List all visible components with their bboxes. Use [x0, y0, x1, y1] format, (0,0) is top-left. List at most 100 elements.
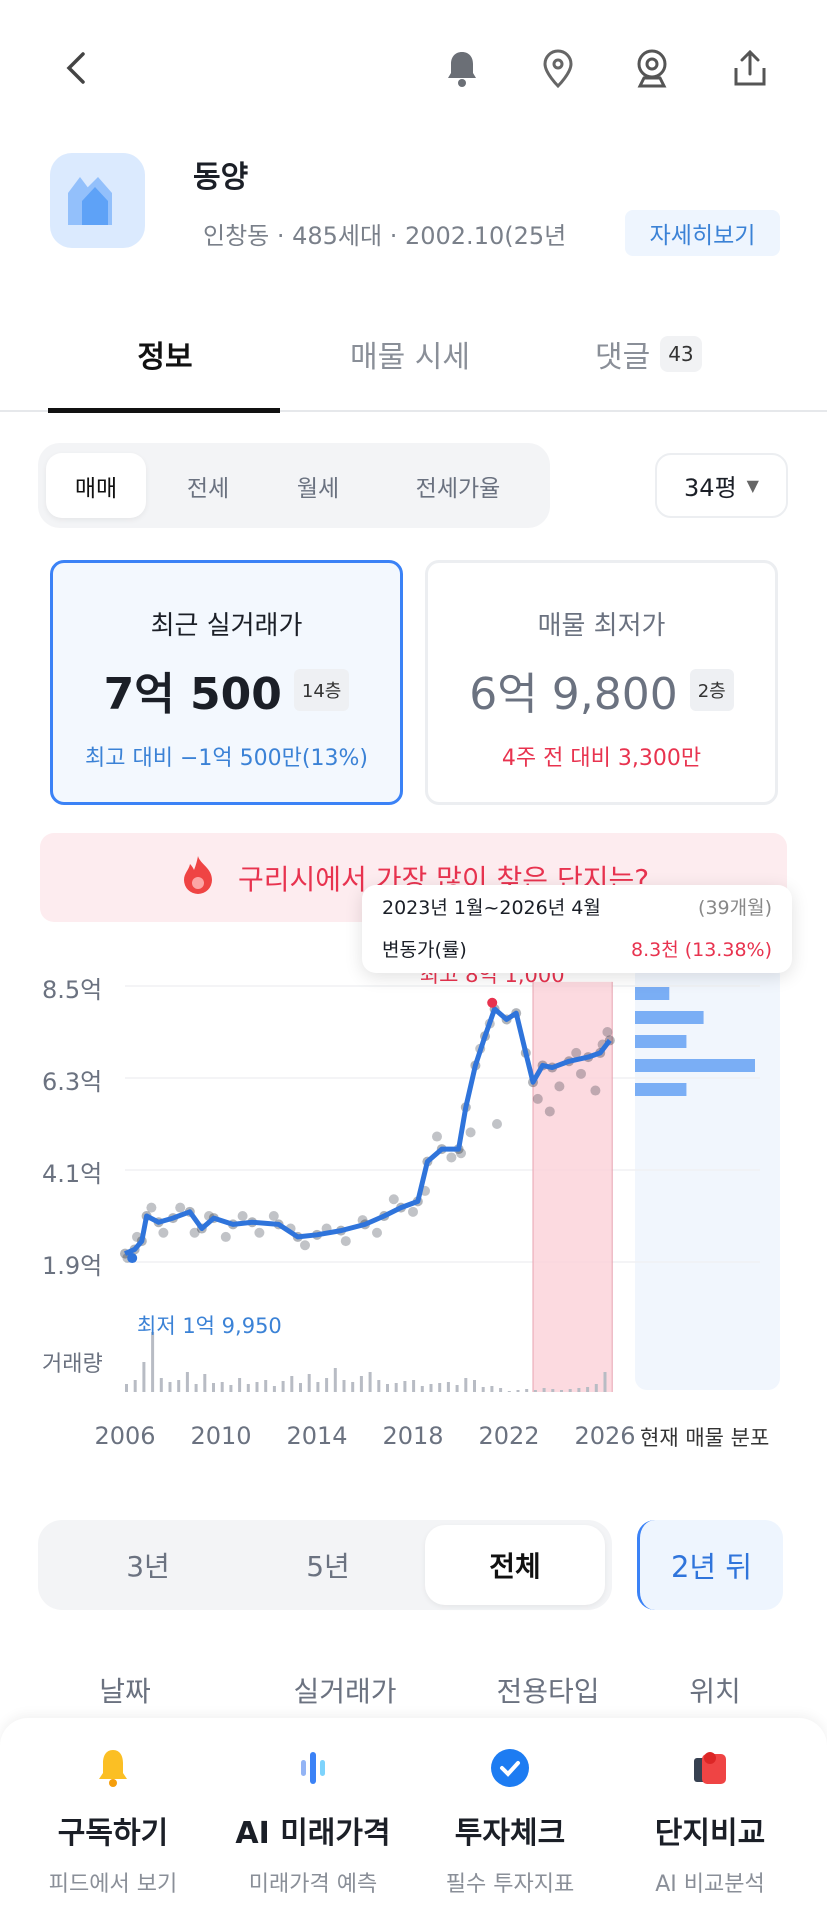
volume-bar [264, 1380, 268, 1392]
y-tick-label: 6.3억 [42, 1068, 103, 1096]
trade-type-sale[interactable]: 매매 [46, 453, 146, 518]
x-tick-label: 2014 [286, 1422, 348, 1450]
column-type[interactable]: 전용타입 [496, 1675, 600, 1708]
volume-bar [194, 1384, 198, 1392]
trade-point [602, 1027, 613, 1037]
period-segment: 3년 5년 전체 [38, 1520, 612, 1610]
share-icon[interactable] [728, 46, 772, 90]
tab-listing-price[interactable]: 매물 시세 [350, 340, 470, 375]
compare-sub: AI 비교분석 [655, 1872, 765, 1897]
volume-bar [603, 1372, 607, 1392]
tab-comments[interactable]: 댓글 43 [595, 332, 745, 376]
trade-type-jeonse-ratio[interactable]: 전세가율 [415, 475, 501, 502]
trade-type-segment: 매매 전세 월세 전세가율 [38, 443, 550, 528]
y-tick-label: 8.5억 [42, 976, 103, 1004]
size-dropdown[interactable]: 34평 ▼ [655, 453, 788, 518]
location-pin-icon[interactable] [536, 46, 580, 90]
complex-logo [50, 153, 145, 248]
distribution-bar [635, 1011, 704, 1024]
tab-info[interactable]: 정보 [137, 340, 193, 375]
volume-bar [159, 1378, 163, 1392]
period-3y[interactable]: 3년 [126, 1550, 170, 1583]
trade-point [492, 1119, 502, 1129]
bell-icon [13, 1746, 213, 1790]
distribution-bar [635, 987, 670, 1000]
volume-bar [490, 1386, 494, 1392]
tab-divider [0, 410, 827, 412]
webcam-icon[interactable] [630, 46, 674, 90]
volume-bar [342, 1380, 346, 1392]
volume-bar [551, 1389, 555, 1392]
back-icon[interactable] [55, 46, 99, 90]
trade-type-jeonse[interactable]: 전세 [186, 475, 230, 502]
lowest-listing-compare: 4주 전 대비 3,300만 [501, 746, 702, 771]
volume-bar [220, 1382, 224, 1392]
ai-future-title: AI 미래가격 [235, 1816, 391, 1851]
tooltip-range: 2023년 1월~2026년 4월 [382, 896, 601, 919]
column-price[interactable]: 실거래가 [293, 1675, 397, 1708]
volume-bar [185, 1372, 189, 1392]
bell-icon[interactable] [440, 46, 484, 90]
highlight-range [533, 981, 613, 1392]
volume-bar [568, 1389, 572, 1392]
bottom-action-bar: 구독하기 피드에서 보기 AI 미래가격 미래가격 예측 투자체크 필수 투자지표 단… [0, 1718, 827, 1924]
complex-compare-button[interactable]: 단지비교 AI 비교분석 [610, 1746, 810, 1898]
x-tick-label: 2006 [94, 1422, 156, 1450]
recent-price-card[interactable]: 최근 실거래가 7억 500 14층 최고 대비 −1억 500만(13%) [50, 560, 403, 805]
distribution-panel [635, 963, 780, 1390]
volume-bar [325, 1378, 329, 1392]
trade-point [300, 1240, 310, 1251]
distribution-bar [635, 1035, 687, 1048]
trade-point [268, 1211, 279, 1221]
lowest-listing-card[interactable]: 매물 최저가 6억 9,800 2층 4주 전 대비 3,300만 [425, 560, 778, 805]
volume-bar [316, 1382, 320, 1392]
compare-icon [610, 1746, 810, 1790]
volume-bar [359, 1376, 363, 1392]
trade-type-monthly[interactable]: 월세 [296, 475, 340, 502]
subscribe-button[interactable]: 구독하기 피드에서 보기 [13, 1746, 213, 1898]
max-point [487, 997, 498, 1008]
volume-bar [481, 1387, 485, 1392]
y-tick-label: 1.9억 [42, 1252, 103, 1280]
price-chart[interactable] [0, 940, 827, 1410]
compare-title: 단지비교 [654, 1816, 766, 1851]
distribution-label: 현재 매물 분포 [640, 1426, 770, 1450]
distribution-bar [635, 1083, 687, 1096]
volume-bar [516, 1390, 520, 1392]
investment-check-title: 투자체크 [454, 1816, 566, 1851]
trade-point [189, 1227, 200, 1238]
ai-future-price-button[interactable]: AI 미래가격 미래가격 예측 [213, 1746, 413, 1898]
volume-bar [255, 1382, 259, 1392]
period-all[interactable]: 전체 [425, 1525, 605, 1605]
details-button[interactable]: 자세히보기 [625, 210, 780, 256]
range-tooltip: 2023년 1월~2026년 4월 (39개월) 변동가(률) 8.3천 (13.3… [362, 885, 792, 973]
lowest-listing-label: 매물 최저가 [537, 611, 666, 641]
period-5y[interactable]: 5년 [306, 1550, 350, 1583]
column-date[interactable]: 날짜 [99, 1675, 151, 1708]
volume-bar [333, 1368, 337, 1392]
tooltip-change-label: 변동가(률) [382, 938, 467, 961]
volume-bar [533, 1390, 537, 1392]
column-location[interactable]: 위치 [689, 1675, 741, 1708]
volume-bar [577, 1388, 581, 1392]
volume-bar [351, 1382, 355, 1392]
volume-bar [412, 1380, 416, 1392]
volume-bar [386, 1384, 389, 1392]
volume-bar [377, 1380, 381, 1392]
recent-floor-badge: 14층 [293, 669, 350, 711]
volume-bar [594, 1384, 598, 1392]
investment-check-button[interactable]: 투자체크 필수 투자지표 [410, 1746, 610, 1898]
fire-icon [180, 854, 216, 901]
trade-point [237, 1211, 248, 1221]
volume-bar [464, 1378, 468, 1392]
volume-bar [446, 1382, 450, 1392]
volume-bar [299, 1383, 302, 1392]
subscribe-sub: 피드에서 보기 [48, 1872, 178, 1897]
size-value: 34평 [684, 474, 737, 502]
volume-bar [229, 1385, 233, 1392]
volume-bar [125, 1384, 128, 1392]
volume-bar [142, 1362, 146, 1392]
future-2y-button[interactable]: 2년 뒤 [637, 1520, 783, 1610]
active-tab-indicator [48, 408, 280, 413]
trade-point [158, 1227, 169, 1238]
